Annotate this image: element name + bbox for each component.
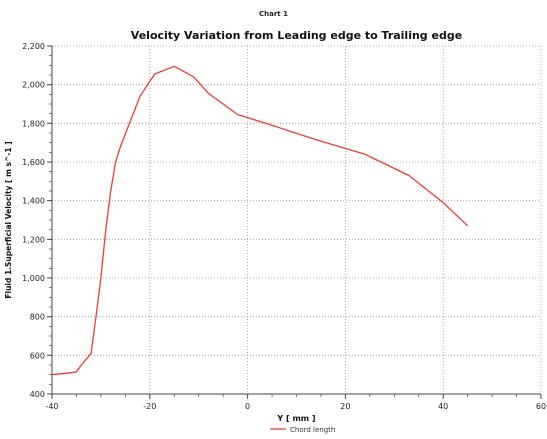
y-tick-label: 400	[30, 390, 45, 399]
y-tick-label: 600	[30, 351, 45, 360]
y-tick-label: 1,600	[22, 158, 45, 167]
chart-title: Velocity Variation from Leading edge to …	[131, 29, 462, 42]
y-tick-label: 2,000	[22, 81, 45, 90]
x-tick-label: 40	[438, 402, 448, 411]
y-tick-label: 1,200	[22, 235, 45, 244]
window-title: Chart 1	[259, 10, 288, 18]
x-tick-label: 60	[536, 402, 546, 411]
x-tick-label: -20	[143, 402, 156, 411]
y-tick-label: 2,200	[22, 42, 45, 51]
x-axis-label: Y [ mm ]	[276, 414, 315, 423]
x-tick-label: 0	[245, 402, 250, 411]
legend-label: Chord length	[290, 426, 335, 434]
plot-area	[52, 46, 541, 394]
y-tick-label: 1,000	[22, 274, 45, 283]
series-line-0	[51, 65, 469, 376]
y-tick-label: 1,800	[22, 119, 45, 128]
x-tick-label: 20	[340, 402, 350, 411]
y-axis-label: Fluid 1.Superficial Velocity [ m s^-1 ]	[4, 141, 13, 298]
y-tick-label: 1,400	[22, 197, 45, 206]
y-tick-label: 800	[30, 313, 45, 322]
x-tick-label: -40	[45, 402, 58, 411]
